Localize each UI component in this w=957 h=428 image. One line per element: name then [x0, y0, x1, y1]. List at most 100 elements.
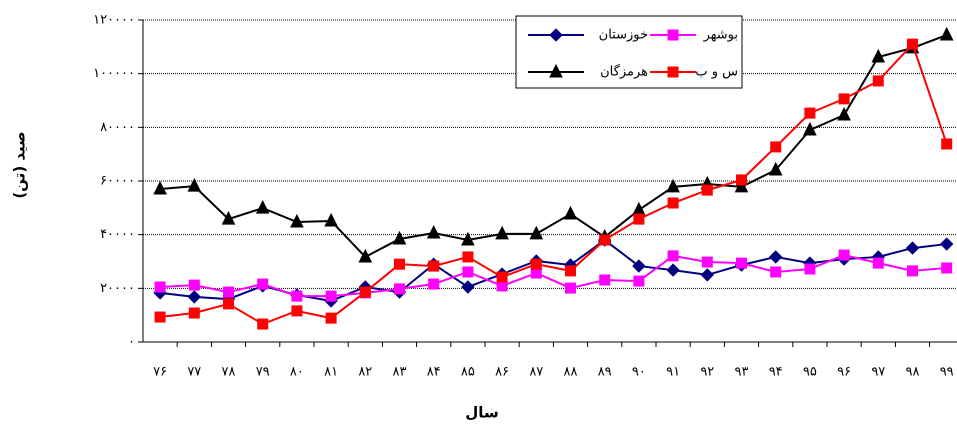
marker [392, 230, 407, 245]
marker [768, 161, 783, 176]
marker [154, 311, 166, 323]
marker [325, 312, 337, 324]
marker [462, 266, 474, 278]
y-tick-label: ۱۰۰۰۰۰ [93, 66, 135, 81]
marker [633, 275, 645, 287]
marker [804, 107, 816, 119]
series-line [160, 254, 947, 298]
marker [428, 260, 440, 272]
y-tick-label: ۶۰۰۰۰ [100, 174, 135, 189]
marker [324, 212, 338, 227]
marker [599, 274, 611, 286]
marker [223, 298, 234, 310]
x-tick-label: ۸۱ [324, 365, 338, 380]
x-tick-label: ۷۶ [153, 365, 167, 380]
marker [394, 258, 405, 270]
x-tick-label: ۹۵ [803, 365, 817, 380]
x-tick-label: ۷۸ [222, 365, 236, 380]
marker [872, 257, 884, 269]
x-tick-label: ۸۸ [564, 365, 578, 380]
x-tick-label: ۷۹ [256, 365, 270, 380]
marker [187, 290, 202, 304]
marker [736, 174, 747, 186]
marker [428, 278, 440, 290]
marker [667, 197, 679, 209]
x-tick-label: ۸۴ [427, 365, 441, 380]
marker [905, 241, 920, 255]
marker [941, 262, 953, 274]
marker [290, 213, 304, 228]
marker [496, 271, 508, 283]
marker [700, 268, 715, 282]
marker [701, 184, 713, 196]
marker [768, 250, 783, 264]
marker [291, 290, 303, 302]
marker [939, 237, 954, 251]
marker [667, 66, 679, 78]
x-tick-label: ۸۶ [495, 365, 509, 380]
marker [461, 231, 475, 246]
x-tick-label: ۸۲ [358, 365, 372, 380]
y-axis-label: صید (تن) [11, 131, 29, 198]
marker [495, 225, 509, 240]
x-tick-label: ۹۴ [769, 365, 783, 380]
x-axis-label: سال [465, 404, 498, 422]
y-tick-label: ۱۲۰۰۰۰ [93, 13, 135, 28]
marker [565, 265, 576, 277]
x-tick-label: ۷۷ [187, 365, 201, 380]
marker [838, 93, 850, 105]
y-tick-label: ۰ [128, 335, 135, 350]
marker [530, 258, 542, 270]
x-tick-label: ۹۲ [700, 365, 714, 380]
marker [599, 234, 611, 246]
marker [632, 259, 646, 273]
marker [257, 318, 269, 330]
marker [837, 106, 851, 121]
series-line [160, 34, 948, 259]
x-tick-label: ۸۰ [290, 365, 304, 380]
legend-label: هرمزگان [600, 64, 648, 80]
marker [632, 201, 646, 216]
marker [549, 63, 563, 78]
marker [666, 263, 680, 277]
marker [358, 248, 373, 263]
marker [529, 225, 544, 240]
x-tick-label: ۹۶ [837, 365, 851, 380]
marker [257, 278, 269, 290]
x-tick-label: ۹۹ [940, 365, 954, 380]
legend-label: بوشهر [703, 28, 738, 43]
x-tick-label: ۹۳ [735, 365, 749, 380]
marker [734, 178, 749, 193]
marker [907, 38, 918, 50]
marker [394, 283, 405, 295]
marker [563, 205, 578, 220]
marker [941, 138, 953, 150]
x-tick-label: ۸۵ [461, 365, 475, 380]
marker [838, 249, 850, 261]
marker [667, 29, 679, 41]
x-tick-label: ۸۳ [393, 365, 407, 380]
marker [153, 180, 167, 195]
series-line [159, 42, 948, 326]
marker [770, 141, 782, 153]
x-tick-label: ۹۱ [666, 365, 680, 380]
marker [188, 307, 200, 319]
x-tick-label: ۹۸ [906, 365, 920, 380]
marker [549, 28, 563, 42]
marker [359, 286, 371, 298]
marker [223, 286, 234, 298]
series-line [159, 238, 947, 302]
y-tick-label: ۲۰۰۰۰ [100, 281, 135, 296]
x-tick-label: ۸۹ [598, 365, 612, 380]
marker [736, 257, 747, 269]
marker [565, 282, 576, 294]
marker [426, 224, 441, 239]
x-tick-label: ۸۷ [529, 365, 543, 380]
marker [667, 250, 679, 262]
marker [871, 48, 886, 63]
marker [939, 26, 954, 41]
y-tick-label: ۴۰۰۰۰ [100, 227, 135, 242]
marker [872, 75, 884, 87]
marker [255, 199, 270, 214]
